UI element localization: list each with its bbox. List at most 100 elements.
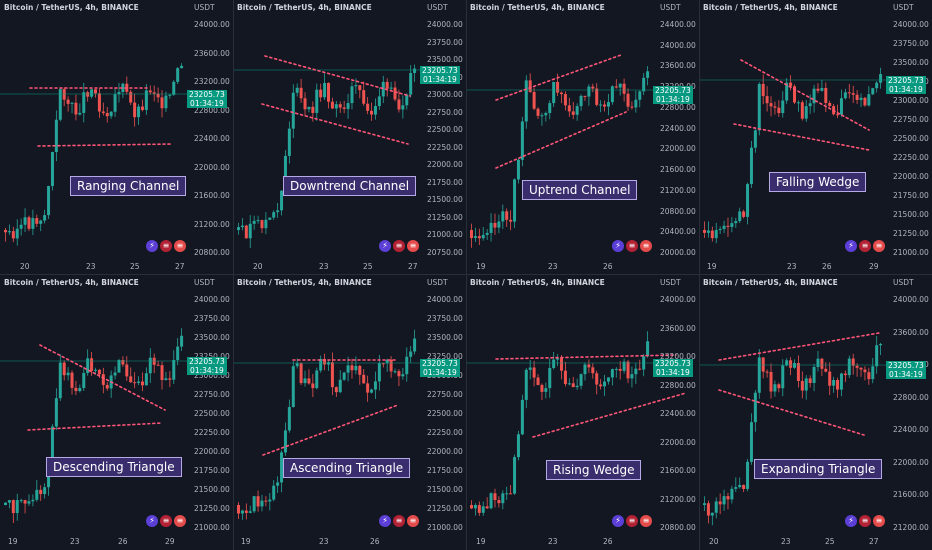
us-flag-icon[interactable]: ≡ [873, 515, 885, 527]
candle-body [485, 506, 489, 509]
us-flag-icon[interactable]: ≡ [174, 515, 186, 527]
candlestick-plot [0, 63, 190, 246]
trend-line-upper[interactable] [740, 59, 870, 131]
us-flag-icon[interactable]: ≡ [393, 515, 405, 527]
candle-body [381, 363, 385, 365]
candle-body [377, 96, 381, 107]
us-flag-icon[interactable]: ≡ [873, 240, 885, 252]
candle-body [800, 380, 804, 391]
bolt-icon[interactable]: ⚡ [612, 240, 624, 252]
candle-body [505, 211, 509, 220]
y-tick-label: 22400.00 [194, 134, 230, 143]
candle-body [405, 94, 409, 106]
candle-body [323, 82, 327, 98]
us-flag-icon[interactable]: ≡ [859, 515, 871, 527]
candle-body [354, 365, 358, 371]
x-tick-label: 19 [476, 262, 486, 271]
bolt-icon[interactable]: ⚡ [146, 240, 158, 252]
candle-body [43, 487, 47, 495]
us-flag-icon[interactable]: ≡ [626, 515, 638, 527]
candle-body [879, 343, 883, 346]
candle-body [117, 92, 121, 95]
trend-line-lower[interactable] [733, 123, 870, 151]
trend-line-upper[interactable] [495, 354, 677, 360]
event-icons: ⚡ ≡ ≡ [379, 515, 419, 527]
candle-body [248, 511, 252, 513]
candle-body [820, 88, 824, 91]
candle-body [871, 366, 875, 380]
bolt-icon[interactable]: ⚡ [379, 515, 391, 527]
candle-body [587, 364, 591, 368]
trend-line-lower[interactable] [532, 392, 687, 438]
candle-body [540, 384, 544, 392]
candle-body [563, 94, 567, 106]
bolt-icon[interactable]: ⚡ [379, 240, 391, 252]
trend-line-upper[interactable] [718, 332, 880, 361]
y-tick-label: 21200.00 [194, 219, 230, 229]
candle-body [470, 505, 473, 509]
us-flag-icon[interactable]: ≡ [407, 240, 419, 252]
candle-body [256, 496, 260, 507]
candle-body [556, 358, 560, 360]
candle-body [501, 493, 505, 504]
chart-title: Bitcoin / TetherUS, 4h, BINANCE [470, 278, 605, 287]
event-icons: ⚡ ≡ ≡ [612, 240, 652, 252]
trend-line-lower[interactable] [262, 404, 399, 456]
us-flag-icon[interactable]: ≡ [160, 240, 172, 252]
us-flag-icon[interactable]: ≡ [393, 240, 405, 252]
candle-body [86, 92, 90, 97]
us-flag-icon[interactable]: ≡ [174, 240, 186, 252]
candle-body [863, 97, 867, 106]
candle-body [272, 485, 276, 500]
candle-body [706, 230, 710, 233]
y-tick-label: 21200.00 [893, 523, 929, 532]
pattern-label: Rising Wedge [546, 460, 642, 480]
candle-body [330, 362, 334, 388]
candle-body [160, 97, 164, 109]
us-flag-icon[interactable]: ≡ [640, 515, 652, 527]
candle-body [509, 493, 513, 495]
candle-body [591, 86, 595, 89]
trend-line-lower[interactable] [27, 422, 163, 431]
us-flag-icon[interactable]: ≡ [626, 240, 638, 252]
trend-line-upper[interactable] [495, 54, 622, 101]
bolt-icon[interactable]: ⚡ [146, 515, 158, 527]
trend-line-lower[interactable] [495, 111, 627, 169]
y-tick-label: 24000.00 [427, 20, 463, 29]
bolt-icon[interactable]: ⚡ [845, 515, 857, 527]
pattern-label: Uptrend Channel [522, 180, 638, 200]
candle-body [237, 227, 240, 230]
y-tick-label: 21600.00 [893, 490, 929, 500]
bolt-icon[interactable]: ⚡ [612, 515, 624, 527]
y-tick-label: 23500.00 [427, 55, 463, 65]
us-flag-icon[interactable]: ≡ [407, 515, 419, 527]
candle-body [74, 387, 78, 392]
us-flag-icon[interactable]: ≡ [859, 240, 871, 252]
trend-line-upper[interactable] [39, 344, 166, 411]
x-tick-label: 23 [781, 537, 791, 546]
candle-body [144, 373, 148, 386]
candle-body [710, 230, 714, 239]
us-flag-icon[interactable]: ≡ [640, 240, 652, 252]
candle-body [342, 107, 346, 109]
trend-line-upper[interactable] [264, 55, 411, 97]
trend-line-lower[interactable] [37, 143, 173, 147]
candle-body [781, 365, 785, 389]
candle-body [638, 91, 642, 100]
trend-line-lower[interactable] [718, 389, 865, 436]
candle-body [532, 367, 536, 378]
candle-body [738, 211, 742, 222]
candle-body [851, 358, 855, 366]
chart-title: Bitcoin / TetherUS, 4h, BINANCE [237, 278, 372, 287]
y-tick-label: 22400.00 [660, 409, 696, 418]
y-tick-label: 24000.00 [660, 40, 696, 50]
y-tick-label: 20800.00 [660, 523, 696, 532]
candle-body [397, 99, 401, 110]
candle-body [252, 220, 256, 224]
trend-line-lower[interactable] [261, 103, 409, 145]
candle-body [473, 505, 477, 509]
bolt-icon[interactable]: ⚡ [845, 240, 857, 252]
candle-body [291, 92, 295, 129]
us-flag-icon[interactable]: ≡ [160, 515, 172, 527]
candle-body [90, 358, 94, 371]
